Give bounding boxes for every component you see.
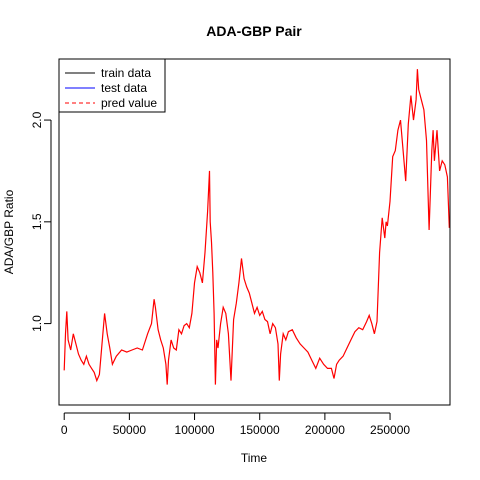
legend: train data test data pred value	[58, 58, 166, 113]
x-tick-label: 250000	[370, 423, 410, 437]
chart-title: ADA-GBP Pair	[206, 23, 302, 39]
y-tick-label: 1.5	[30, 213, 44, 230]
plot-frame	[58, 58, 451, 406]
x-tick-label: 50000	[113, 423, 147, 437]
y-tick-label: 2.0	[30, 111, 44, 128]
y-axis-label: ADA/GBP Ratio	[2, 189, 16, 274]
x-tick-label: 0	[61, 423, 68, 437]
x-tick-label: 200000	[305, 423, 345, 437]
legend-label-pred: pred value	[101, 96, 157, 110]
plot-area	[63, 69, 450, 385]
y-axis: 1.0 1.5 2.0	[30, 111, 52, 332]
x-tick-label: 100000	[175, 423, 215, 437]
legend-label-train: train data	[101, 66, 151, 80]
legend-box	[58, 58, 166, 113]
y-tick-label: 1.0	[30, 315, 44, 332]
x-axis: 0 50000 100000 150000 200000 250000	[61, 412, 410, 437]
legend-label-test: test data	[101, 81, 147, 95]
x-axis-label: Time	[241, 451, 268, 465]
x-tick-label: 150000	[240, 423, 280, 437]
series-line-pred-value	[63, 69, 450, 385]
